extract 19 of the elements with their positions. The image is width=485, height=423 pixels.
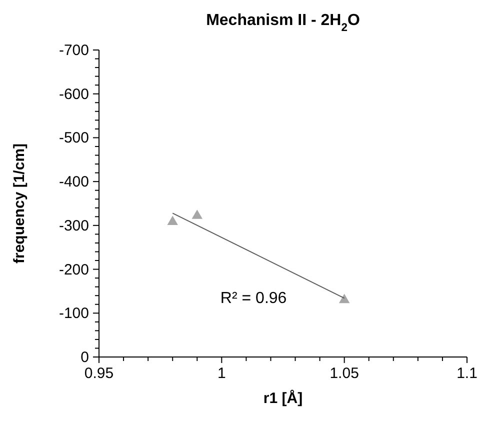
x-axis-title: r1 [Å] xyxy=(263,389,303,407)
y-tick-label: -100 xyxy=(58,305,89,322)
annotation: R² = 0.96 xyxy=(220,290,287,307)
x-tick-label: 1 xyxy=(217,365,226,382)
x-tick-label: 0.95 xyxy=(84,365,114,382)
point xyxy=(167,216,178,226)
y-tick-label: -500 xyxy=(58,130,89,147)
y-tick-label: -700 xyxy=(58,42,89,59)
chart-title: Mechanism II - 2H$_{2}$O xyxy=(206,12,360,34)
x-tick-label: 1.05 xyxy=(330,365,359,382)
point xyxy=(192,210,203,219)
y-tick-label: -200 xyxy=(58,261,89,278)
y-tick-label: -400 xyxy=(58,174,89,191)
point xyxy=(338,294,350,304)
y-axis-title: frequency [1/cm] xyxy=(11,143,28,264)
y-tick-label: -600 xyxy=(58,86,89,103)
y-tick-label: 0 xyxy=(80,349,89,366)
y-tick-label: -300 xyxy=(58,217,89,234)
x-tick-label: 1.1 xyxy=(456,365,478,382)
